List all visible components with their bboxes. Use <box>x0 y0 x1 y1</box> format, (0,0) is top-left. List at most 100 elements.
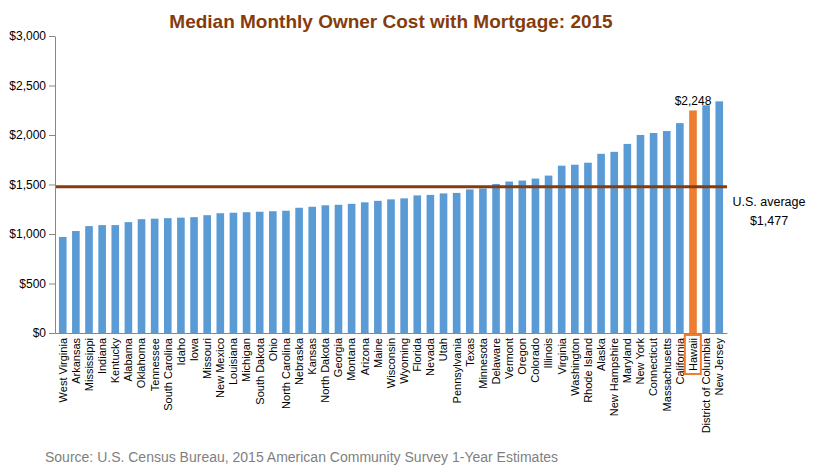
bar <box>59 237 67 333</box>
x-tick-label: Maryland <box>621 338 633 383</box>
bar <box>295 208 303 333</box>
bar <box>427 195 435 333</box>
x-tick-label: Utah <box>437 338 449 361</box>
y-tick-label: $3,000 <box>9 29 46 43</box>
x-tick: Kentucky <box>109 333 121 383</box>
bar <box>571 165 579 333</box>
bar <box>413 195 421 333</box>
bar <box>453 193 461 333</box>
x-tick-label: Massachusetts <box>661 338 673 412</box>
x-tick: Hawaii <box>685 333 701 374</box>
x-tick: South Carolina <box>162 333 174 411</box>
x-tick-label: Idaho <box>175 338 187 366</box>
x-tick: Montana <box>345 333 357 381</box>
x-tick-label: North Dakota <box>319 337 331 403</box>
x-tick: New Hampshire <box>608 333 620 416</box>
x-tick-label: Oklahoma <box>135 337 147 388</box>
y-tick-label: $1,000 <box>9 227 46 241</box>
x-tick-label: Hawaii <box>687 338 699 371</box>
x-tick-label: Louisiana <box>227 337 239 385</box>
x-tick-label: Arkansas <box>70 338 82 384</box>
x-tick: Iowa <box>188 333 200 361</box>
x-tick-label: Florida <box>411 337 423 372</box>
bar <box>650 133 658 333</box>
bar <box>689 110 697 333</box>
y-tick-mark <box>49 284 55 285</box>
x-tick-label: Pennsylvania <box>451 337 463 403</box>
bar <box>466 189 474 333</box>
x-tick-label: Montana <box>345 337 357 381</box>
x-tick-label: Nevada <box>424 337 436 376</box>
x-tick-label: Connecticut <box>647 338 659 396</box>
x-tick: Missouri <box>201 333 213 379</box>
x-tick: Kansas <box>306 333 318 375</box>
x-tick: New York <box>634 333 646 384</box>
bar <box>676 123 684 333</box>
bar <box>545 176 553 333</box>
bar <box>532 179 540 333</box>
x-tick: Alabama <box>122 333 134 381</box>
x-tick-label: Colorado <box>529 338 541 383</box>
y-tick: $2,500 <box>9 79 55 93</box>
x-tick-label: Arizona <box>359 337 371 375</box>
bar <box>624 144 632 333</box>
bar <box>361 202 369 333</box>
x-tick-label: Oregon <box>516 338 528 375</box>
y-tick-label: $2,500 <box>9 79 46 93</box>
y-axis-line <box>55 37 56 334</box>
x-tick-label: South Dakota <box>254 337 266 405</box>
x-tick: Connecticut <box>647 333 659 396</box>
y-tick-mark <box>49 234 55 235</box>
y-tick-mark <box>49 135 55 136</box>
x-tick-label: North Carolina <box>280 337 292 409</box>
x-tick: Arizona <box>359 333 371 375</box>
x-tick: Colorado <box>529 333 541 383</box>
bar <box>72 231 80 333</box>
x-tick-label: Wisconsin <box>385 338 397 388</box>
bar <box>610 152 618 333</box>
y-tick-mark <box>49 333 55 334</box>
bar <box>282 211 290 333</box>
bar <box>440 193 448 333</box>
x-tick: Indiana <box>96 333 108 374</box>
y-tick-label: $500 <box>19 277 46 291</box>
x-tick-label: Illinois <box>542 338 554 369</box>
x-tick-label: New Hampshire <box>608 338 620 416</box>
bar <box>256 212 264 333</box>
x-tick: Maine <box>372 333 384 368</box>
bar <box>479 188 487 333</box>
annotation: $2,248 <box>675 94 712 108</box>
x-tick: Arkansas <box>70 333 82 384</box>
y-tick: $500 <box>19 277 55 291</box>
x-tick: Virginia <box>556 333 568 375</box>
x-tick: Mississippi <box>83 333 95 391</box>
y-tick-mark <box>49 86 55 87</box>
x-tick: Illinois <box>542 333 554 369</box>
x-tick: Texas <box>464 333 476 367</box>
chart: U.S. average$1,477$0$500$1,000$1,500$2,0… <box>0 0 820 474</box>
bar <box>400 198 408 333</box>
y-tick: $1,000 <box>9 227 55 241</box>
bar <box>322 205 330 333</box>
y-tick: $0 <box>33 326 55 340</box>
x-tick-label: Indiana <box>96 337 108 374</box>
bar <box>217 213 225 333</box>
x-tick: Oklahoma <box>135 333 147 388</box>
y-tick-label: $1,500 <box>9 178 46 192</box>
x-tick-label: Michigan <box>240 338 252 382</box>
x-tick: Massachusetts <box>661 333 673 411</box>
bar <box>715 101 723 333</box>
x-tick: Washington <box>569 333 581 396</box>
x-tick: North Dakota <box>319 333 331 403</box>
x-tick: Wyoming <box>398 333 410 384</box>
bar <box>243 212 251 333</box>
y-tick-mark <box>49 36 55 37</box>
x-tick: Delaware <box>490 333 502 384</box>
x-tick-label: Mississippi <box>83 338 95 391</box>
bar <box>190 217 198 333</box>
y-tick-mark <box>49 185 55 186</box>
x-tick-label: New Mexico <box>214 338 226 398</box>
bar <box>85 226 93 333</box>
title: Median Monthly Owner Cost with Mortgage:… <box>169 11 613 32</box>
x-tick-label: New Jersey <box>713 338 725 396</box>
